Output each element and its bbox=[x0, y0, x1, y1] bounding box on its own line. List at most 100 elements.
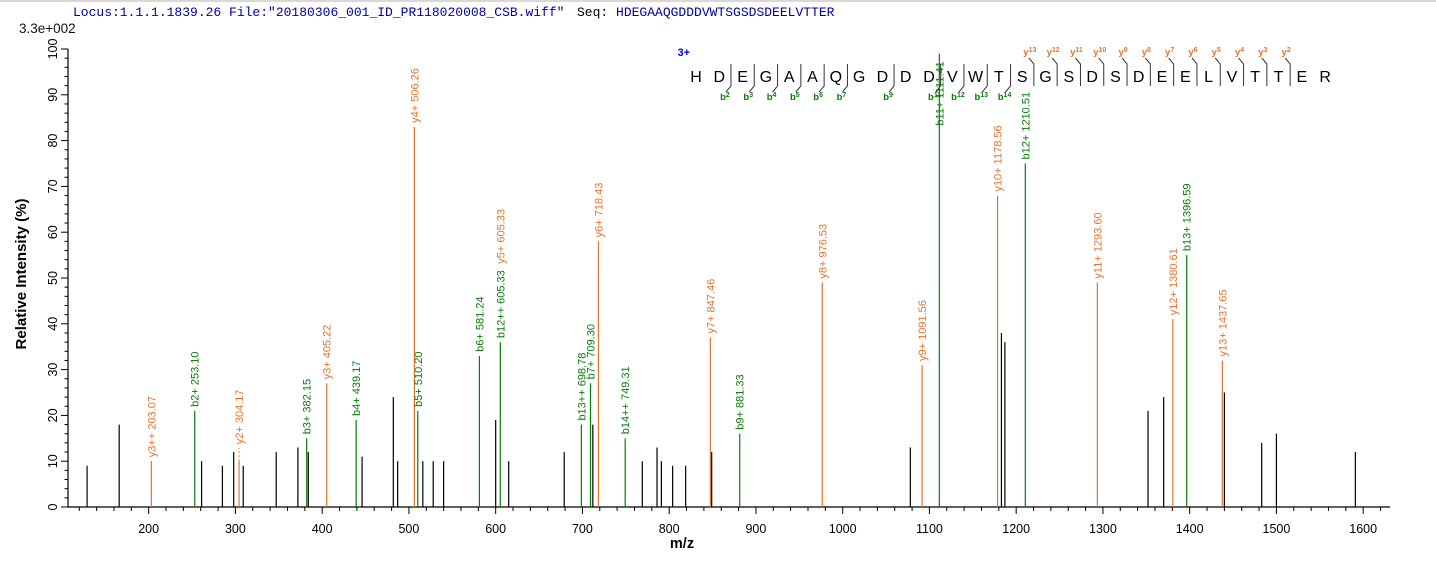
x-tick-label: 1500 bbox=[1263, 522, 1291, 536]
y-ion-marker-label: y2 bbox=[1282, 47, 1291, 58]
b-ion-marker-label: b4 bbox=[767, 92, 777, 103]
peak-label: b13+ 1396.59 bbox=[1182, 183, 1194, 251]
residue-letter: D bbox=[923, 69, 935, 86]
residue-letter: E bbox=[737, 69, 748, 86]
peak-label: b14++ 749.31 bbox=[620, 366, 632, 434]
residue-letter: D bbox=[714, 69, 726, 86]
peak-label: y7+ 847.46 bbox=[705, 279, 717, 334]
peak-label: b7+ 709.30 bbox=[585, 324, 597, 379]
y-fragment-mark bbox=[1051, 57, 1058, 86]
peak-label: y13+ 1437.65 bbox=[1217, 289, 1229, 356]
b-fragment-mark bbox=[818, 64, 825, 93]
peptide-sequence: 3+H D E G A A Q G D D D V W T S G S D S D E E L V T T E Rb2 b3 b4 b5 b6… bbox=[677, 47, 1330, 103]
peak-label: b2+ 253.10 bbox=[190, 351, 202, 406]
y-ion-marker-label: y8 bbox=[1142, 47, 1151, 58]
y-fragment-mark bbox=[1098, 57, 1105, 86]
peak-label: y6+ 718.43 bbox=[593, 183, 605, 238]
residue-letter: D bbox=[877, 69, 889, 86]
y-tick-label: 70 bbox=[46, 179, 60, 193]
peak-label: y10+ 1178.56 bbox=[993, 125, 1005, 191]
peak-label: b11+ 1111.41 bbox=[934, 61, 946, 125]
x-tick-label: 1600 bbox=[1349, 522, 1377, 536]
locus-file-label: Locus:1.1.1.1839.26 File:"20180306_001_I… bbox=[73, 5, 565, 20]
x-tick-label: 300 bbox=[225, 522, 246, 536]
y-tick-label: 30 bbox=[46, 363, 60, 377]
y-ion-marker-label: y7 bbox=[1165, 47, 1174, 58]
b-ion-marker-label: b14 bbox=[998, 92, 1012, 103]
peak-label: b3+ 382.15 bbox=[302, 379, 314, 434]
x-tick-label: 1100 bbox=[916, 522, 943, 536]
y-fragment-mark bbox=[1144, 57, 1151, 86]
residue-letter: Q bbox=[830, 69, 842, 86]
annotated-peaks: y3++ 203.07 b2+ 253.10 y2+ 304.17 b3+ 382.1… bbox=[146, 53, 1229, 507]
y-fragment-mark bbox=[1214, 57, 1221, 86]
residue-letter: W bbox=[968, 69, 984, 86]
b-fragment-mark bbox=[935, 64, 942, 93]
y-ion-marker-label: y3 bbox=[1258, 47, 1267, 58]
peak-label-secondary: y5+ 605.33 bbox=[495, 209, 507, 264]
x-tick-label: 600 bbox=[485, 522, 506, 536]
residue-letter: A bbox=[784, 69, 795, 86]
residue-letter: T bbox=[1274, 69, 1284, 86]
x-tick-label: 500 bbox=[398, 522, 419, 536]
y-tick-label: 40 bbox=[46, 317, 60, 331]
sequence-header: Seq: HDEGAAQGDDDVWTSGSDSDEELVTTER bbox=[577, 5, 834, 20]
sequence-value: HDEGAAQGDDDVWTSGSDSDEELVTTER bbox=[616, 5, 835, 20]
b-fragment-mark bbox=[842, 64, 848, 93]
x-tick-label: 200 bbox=[138, 522, 159, 536]
residue-letter: D bbox=[1086, 69, 1098, 86]
y-fragment-mark bbox=[1238, 57, 1245, 86]
y-fragment-mark bbox=[1075, 57, 1081, 86]
mz-axis-label: m/z bbox=[670, 536, 694, 552]
y-fragment-mark bbox=[1191, 57, 1198, 86]
residue-letter: L bbox=[1204, 69, 1213, 86]
intensity-axis-label: Relative Intensity (%) bbox=[13, 199, 30, 350]
peak-label: b9+ 881.33 bbox=[735, 374, 747, 429]
residue-letter: D bbox=[900, 69, 912, 86]
peak-label: y3+ 405.22 bbox=[322, 325, 334, 380]
y-tick-label: 10 bbox=[46, 454, 60, 468]
residue-letter: E bbox=[1157, 69, 1168, 86]
peak-label: b4+ 439.17 bbox=[351, 361, 363, 416]
x-tick-label: 800 bbox=[659, 522, 680, 536]
b-ion-marker-label: b5 bbox=[790, 92, 800, 103]
residue-letter: G bbox=[760, 69, 772, 86]
residue-letter: E bbox=[1296, 69, 1307, 86]
b-ion-marker-label: b6 bbox=[813, 92, 823, 103]
residue-letter: S bbox=[1110, 69, 1121, 86]
y-ion-marker-label: y13 bbox=[1023, 47, 1036, 58]
y-ion-marker-label: y12 bbox=[1047, 47, 1060, 58]
x-tick-label: 900 bbox=[745, 522, 766, 536]
b-fragment-mark bbox=[725, 64, 732, 93]
x-tick-label: 1400 bbox=[1176, 522, 1204, 536]
x-tick-label: 1000 bbox=[829, 522, 857, 536]
residue-letter: H bbox=[690, 69, 702, 86]
residue-letter: D bbox=[1133, 69, 1145, 86]
x-tick-label: 1300 bbox=[1089, 522, 1117, 536]
peak-label: y3++ 203.07 bbox=[146, 396, 158, 457]
y-fragment-mark bbox=[1261, 57, 1268, 86]
residue-letter: S bbox=[1017, 69, 1028, 86]
peak-label: b5+ 510.20 bbox=[413, 351, 425, 406]
b-ion-marker-label: b9 bbox=[883, 92, 893, 103]
peak-label: y2+ 304.17 bbox=[234, 389, 246, 444]
y-fragment-mark bbox=[1121, 57, 1128, 86]
y-tick-label: 20 bbox=[46, 408, 60, 422]
b-fragment-mark bbox=[981, 64, 988, 93]
peak-label: y4+ 506.26 bbox=[409, 68, 421, 123]
y-ion-marker-label: y6 bbox=[1188, 47, 1197, 58]
b-fragment-mark bbox=[772, 64, 779, 93]
b-ion-marker-label: b7 bbox=[837, 92, 847, 103]
residue-letter: R bbox=[1319, 69, 1331, 86]
y-ion-marker-label: y5 bbox=[1212, 47, 1221, 58]
peak-label: y9+ 1091.56 bbox=[917, 300, 929, 361]
residue-letter: T bbox=[994, 69, 1004, 86]
x-tick-label: 700 bbox=[572, 522, 593, 536]
y-ion-marker-label: y9 bbox=[1118, 47, 1127, 58]
residue-letter: G bbox=[853, 69, 865, 86]
peak-label: b13++ 698.78 bbox=[576, 353, 588, 421]
b-ion-marker-label: b13 bbox=[974, 92, 988, 103]
residue-letter: T bbox=[1250, 69, 1260, 86]
